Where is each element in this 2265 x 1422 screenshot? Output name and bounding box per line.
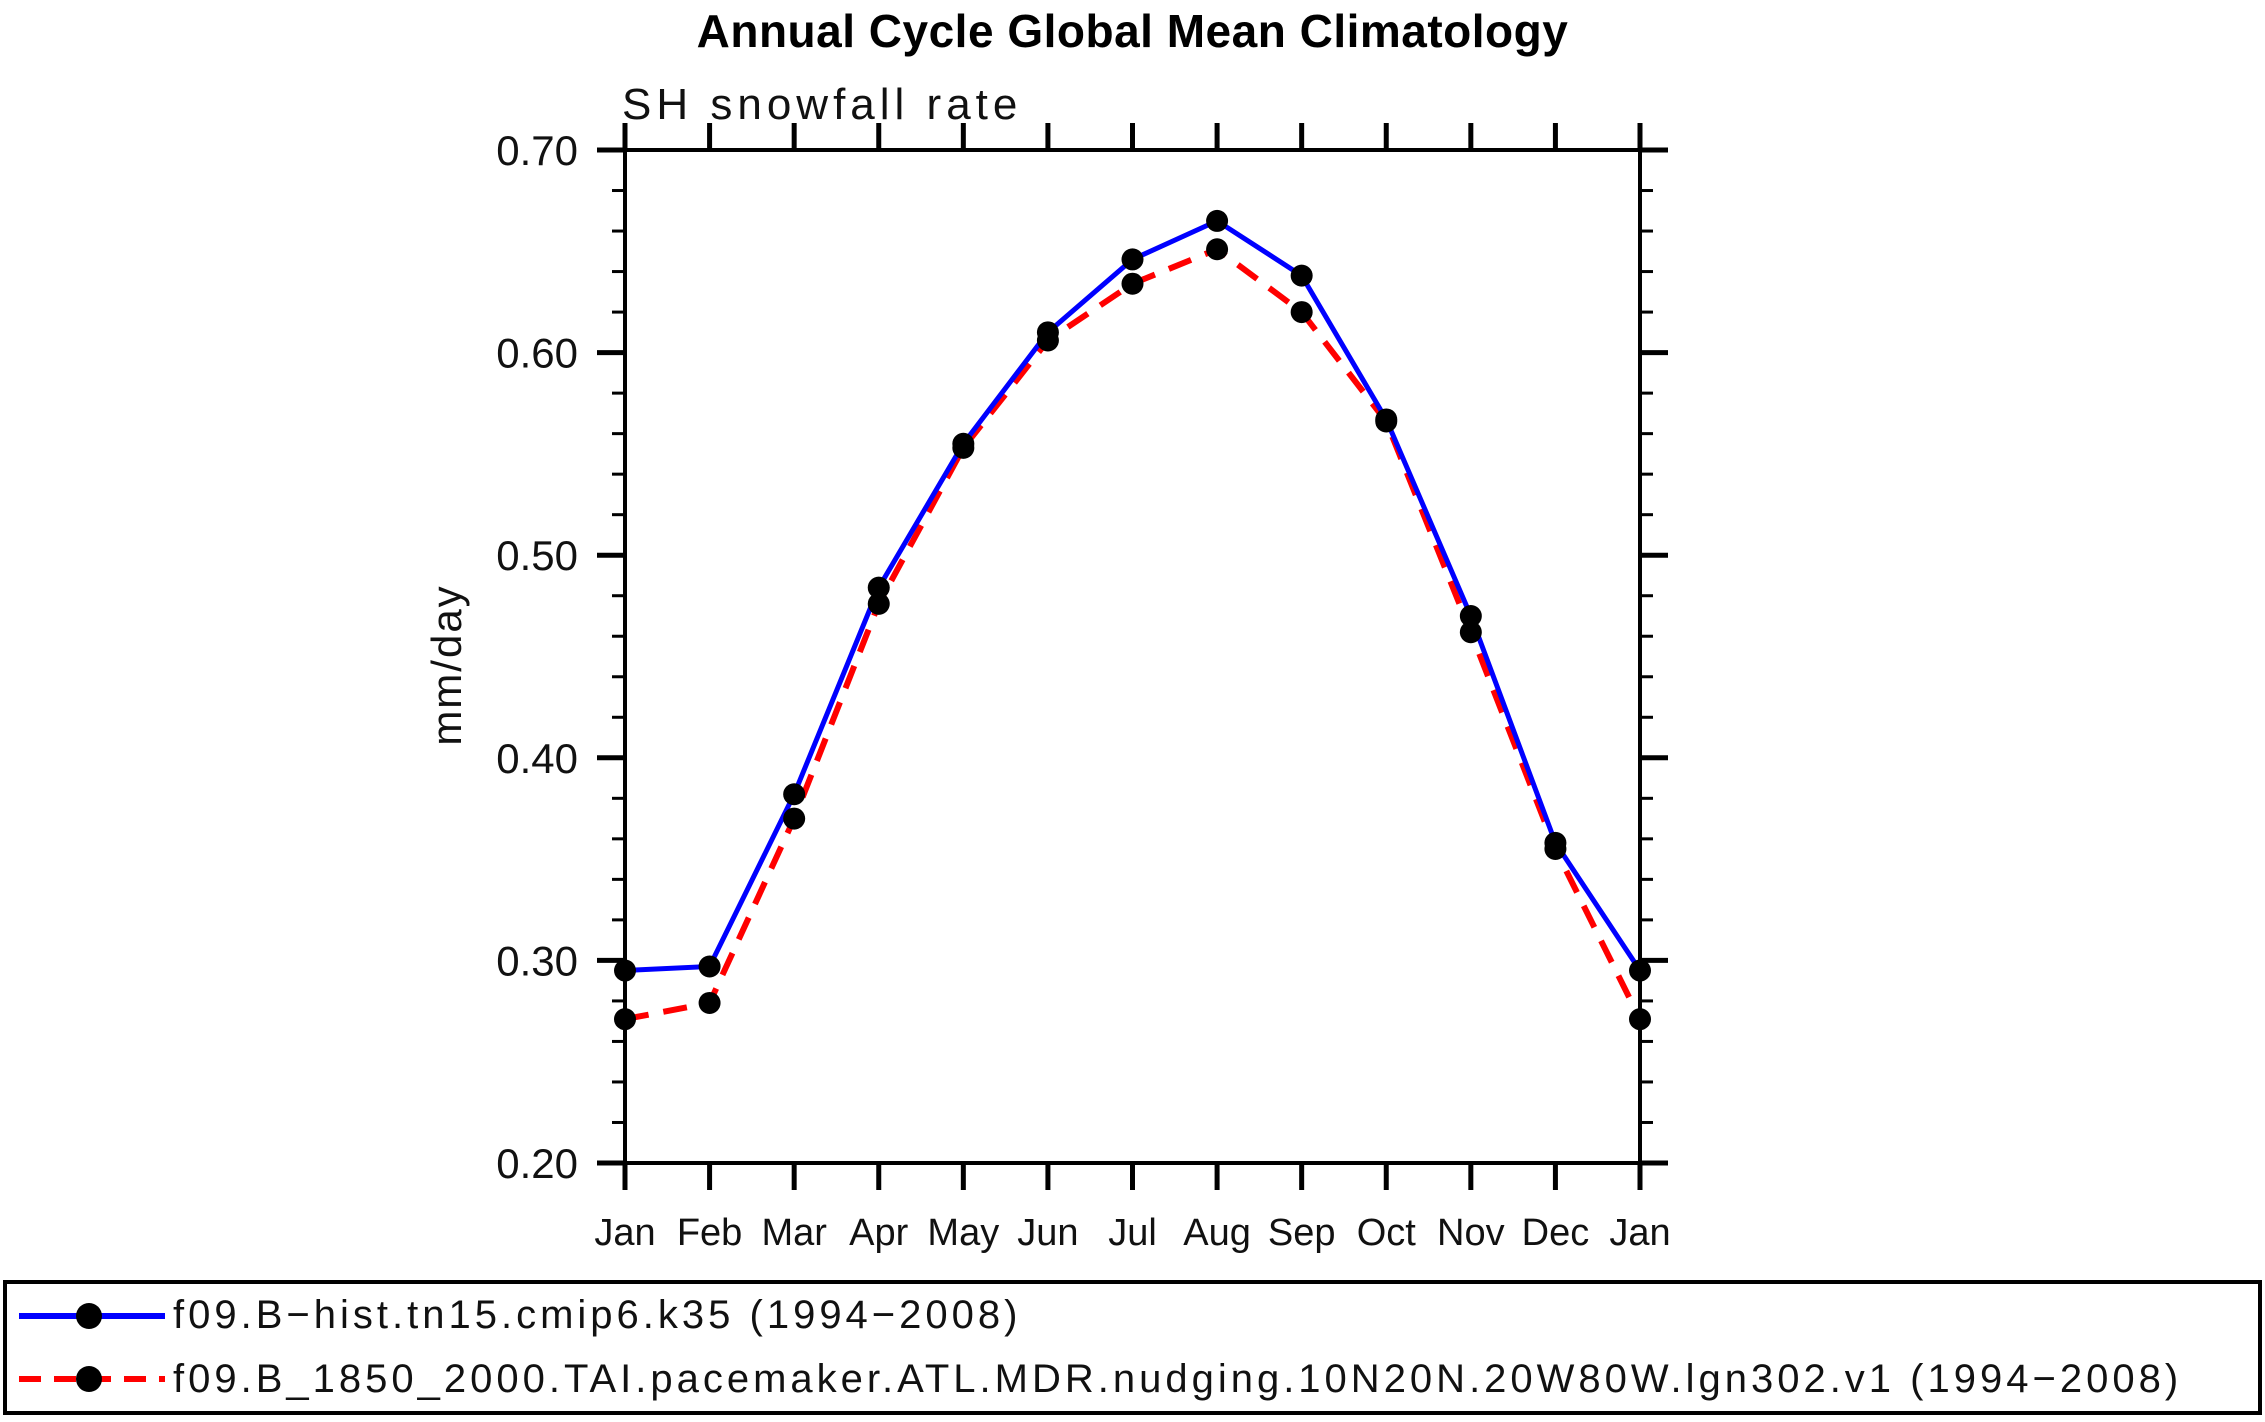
data-point <box>698 991 721 1014</box>
x-tick-label: Sep <box>1268 1212 1336 1254</box>
y-tick-label: 0.20 <box>496 1140 578 1187</box>
y-tick-label: 0.60 <box>496 330 578 377</box>
data-point <box>1629 959 1651 982</box>
x-tick-label: Mar <box>761 1212 827 1254</box>
legend-sample-marker <box>76 1366 102 1393</box>
legend-label: f09.B−hist.tn15.cmip6.k35 (1994−2008) <box>173 1293 1022 1338</box>
data-point <box>1036 321 1059 344</box>
data-point <box>1121 248 1144 271</box>
y-tick-label: 0.70 <box>496 127 578 174</box>
chart-subtitle: SH snowfall rate <box>622 80 1023 129</box>
data-point <box>1459 604 1482 627</box>
data-point <box>1206 209 1229 232</box>
x-tick-label: Jan <box>594 1212 655 1254</box>
data-point <box>783 807 806 830</box>
x-tick-label: Jan <box>1609 1212 1670 1254</box>
x-tick-label: Aug <box>1183 1212 1251 1254</box>
x-tick-label: May <box>927 1212 999 1254</box>
x-tick-label: Dec <box>1522 1212 1590 1254</box>
data-point <box>1121 272 1144 295</box>
chart-title: Annual Cycle Global Mean Climatology <box>696 5 1569 57</box>
data-point <box>867 592 890 615</box>
data-point <box>867 576 890 599</box>
data-point <box>1206 238 1229 261</box>
x-tick-label: Feb <box>677 1212 742 1254</box>
y-tick-label: 0.50 <box>496 532 578 579</box>
data-point <box>1290 264 1313 287</box>
series-line-1 <box>624 245 1643 1023</box>
data-point <box>783 783 806 806</box>
legend-line-sample-solid <box>19 1302 165 1329</box>
data-point <box>614 959 636 982</box>
data-point <box>1459 621 1482 644</box>
legend-item: f09.B_1850_2000.TAI.pacemaker.ATL.MDR.nu… <box>17 1357 2258 1402</box>
legend-sample-marker <box>76 1302 102 1329</box>
data-point <box>1629 1008 1651 1031</box>
x-tick-label: Nov <box>1437 1212 1505 1254</box>
x-tick-label: Oct <box>1357 1212 1417 1254</box>
x-tick-label: Jun <box>1017 1212 1078 1254</box>
data-point <box>952 432 975 455</box>
y-tick-label: 0.40 <box>496 735 578 782</box>
legend: f09.B−hist.tn15.cmip6.k35 (1994−2008) f0… <box>3 1280 2262 1415</box>
x-tick-label: Apr <box>849 1212 908 1254</box>
data-point <box>1290 301 1313 324</box>
data-point <box>1375 408 1398 431</box>
data-point <box>1544 831 1567 854</box>
y-tick-label: 0.30 <box>496 937 578 984</box>
data-point <box>614 1008 636 1031</box>
legend-item: f09.B−hist.tn15.cmip6.k35 (1994−2008) <box>17 1293 2258 1338</box>
x-tick-label: Jul <box>1108 1212 1157 1254</box>
data-point <box>698 955 721 978</box>
legend-line-sample-dashed <box>19 1366 165 1393</box>
legend-label: f09.B_1850_2000.TAI.pacemaker.ATL.MDR.nu… <box>173 1356 2183 1401</box>
